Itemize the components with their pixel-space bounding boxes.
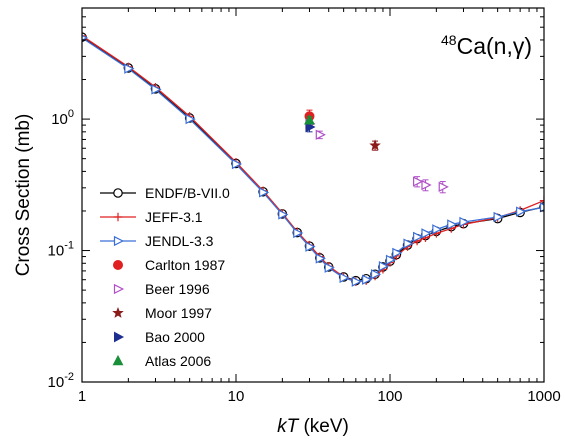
legend-marker-bao-2000 — [114, 331, 125, 343]
y-tick-label: 10-1 — [48, 240, 74, 260]
text-layer: kT (keV) Cross Section (mb) 48Ca(n,γ) — [13, 32, 532, 437]
data-point-bao-2000 — [305, 121, 316, 133]
data-point-jendl-3-3 — [392, 247, 403, 259]
data-point-jendl-3-3 — [516, 206, 527, 217]
data-point-jendl-3-3 — [351, 276, 362, 287]
legend-marker-jeff-3-1 — [113, 212, 123, 222]
data-point-jendl-3-3 — [231, 158, 243, 170]
data-point-jendl-3-3 — [305, 241, 316, 252]
axes-layer: 1 10 100 1000 10-2 10-1 100 — [48, 7, 561, 405]
legend-item-endf-b-vii-0: ENDF/B-VII.0 — [100, 185, 230, 201]
legend-label-moor-1997: Moor 1997 — [145, 305, 212, 321]
legend-marker-beer-1996 — [113, 283, 125, 295]
x-tick-label: 1000 — [527, 388, 560, 405]
y-axis-title: Cross Section (mb) — [13, 114, 34, 277]
data-point-jendl-3-3 — [185, 113, 196, 125]
data-point-beer-1996 — [315, 129, 326, 140]
legend-item-bao-2000: Bao 2000 — [114, 329, 205, 345]
legend-item-jeff-3-1: JEFF-3.1 — [100, 209, 203, 225]
data-point-jendl-3-3 — [293, 227, 304, 239]
legend-label-beer-1996: Beer 1996 — [145, 281, 210, 297]
data-point-jendl-3-3 — [324, 262, 335, 273]
data-point-jendl-3-3 — [539, 202, 544, 213]
data-point-jendl-3-3 — [151, 84, 162, 95]
data-point-jendl-3-3 — [315, 253, 326, 264]
data-point-moor-1997 — [369, 139, 381, 151]
legend-label-bao-2000: Bao 2000 — [145, 329, 205, 345]
chart-title: 48Ca(n,γ) — [441, 32, 532, 59]
series-atlas-2006 — [304, 114, 315, 125]
data-point-jeff-3-1 — [539, 196, 544, 205]
legend-label-jeff-3-1: JEFF-3.1 — [145, 209, 203, 225]
data-point-beer-1996 — [438, 181, 449, 193]
data-point-jendl-3-3 — [421, 228, 432, 239]
series-jendl-3-3 — [82, 34, 544, 287]
data-point-jeff-3-1 — [82, 31, 87, 41]
x-tick-label: 10 — [228, 388, 245, 405]
legend-label-carlton-1987: Carlton 1987 — [145, 257, 225, 273]
x-axis-title: kT (keV) — [277, 416, 349, 437]
data-point-jendl-3-3 — [432, 224, 443, 235]
data-point-jendl-3-3 — [370, 269, 382, 280]
data-point-jendl-3-3 — [413, 231, 424, 243]
data-point-beer-1996 — [413, 176, 424, 187]
x-tick-label: 100 — [377, 388, 402, 405]
legend-marker-endf-b-vii-0 — [113, 188, 123, 198]
legend-label-jendl-3-3: JENDL-3.3 — [145, 233, 214, 249]
plot-frame — [81, 7, 545, 383]
legend-item-beer-1996: Beer 1996 — [113, 281, 210, 297]
legend-marker-carlton-1987 — [113, 260, 123, 270]
x-tick-label: 1 — [78, 388, 86, 405]
data-point-beer-1996 — [421, 179, 432, 191]
legend-marker-atlas-2006 — [112, 354, 124, 366]
data-point-jendl-3-3 — [447, 219, 458, 230]
data-point-jendl-3-3 — [259, 187, 270, 198]
legend: ENDF/B-VII.0 JEFF-3.1 JENDL-3.3 Carlton 198… — [100, 185, 230, 369]
series-moor-1997 — [369, 139, 381, 151]
data-point-jendl-3-3 — [378, 261, 390, 272]
data-point-jendl-3-3 — [339, 272, 350, 284]
legend-item-moor-1997: Moor 1997 — [112, 305, 212, 321]
series-layer — [82, 31, 544, 287]
legend-item-atlas-2006: Atlas 2006 — [112, 353, 211, 369]
legend-item-carlton-1987: Carlton 1987 — [113, 257, 225, 273]
legend-label-atlas-2006: Atlas 2006 — [145, 353, 211, 369]
legend-item-jendl-3-3: JENDL-3.3 — [100, 233, 214, 249]
data-point-jendl-3-3 — [459, 216, 470, 228]
data-point-jendl-3-3 — [124, 63, 135, 74]
data-point-jendl-3-3 — [403, 238, 414, 249]
data-point-jendl-3-3 — [278, 209, 289, 220]
legend-marker-jendl-3-3 — [113, 235, 125, 247]
data-point-jendl-3-3 — [362, 274, 373, 285]
legend-label-endf-b-vii-0: ENDF/B-VII.0 — [145, 185, 230, 201]
y-tick-label: 10-2 — [48, 371, 74, 391]
data-point-jendl-3-3 — [493, 211, 504, 223]
series-beer-1996 — [305, 118, 449, 194]
data-point-jendl-3-3 — [385, 254, 397, 266]
data-point-atlas-2006 — [304, 114, 315, 125]
legend-marker-moor-1997 — [112, 306, 124, 318]
y-tick-label: 100 — [51, 108, 74, 128]
